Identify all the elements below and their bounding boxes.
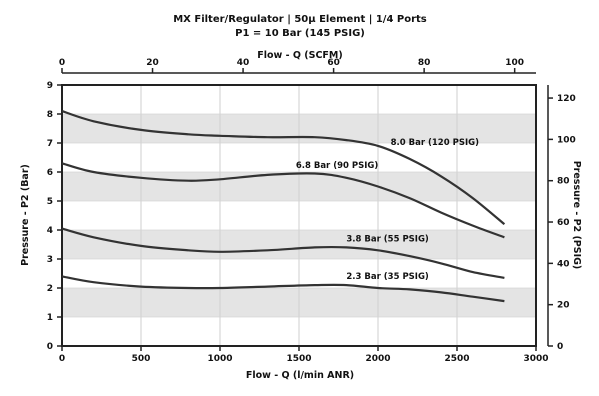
x-tick-label: 500 [132, 354, 151, 364]
y-tick-label: 0 [47, 342, 53, 352]
right-tick-label: 60 [557, 218, 570, 228]
top-tick-label: 20 [146, 58, 159, 68]
y-tick-label: 2 [47, 284, 53, 294]
chart-subtitle: P1 = 10 Bar (145 PSIG) [235, 28, 365, 39]
chart-title: MX Filter/Regulator | 50µ Element | 1/4 … [173, 14, 427, 25]
y-tick-label: 9 [47, 81, 53, 91]
y-axis-label: Pressure - P2 (Bar) [20, 164, 31, 266]
series-label: 6.8 Bar (90 PSIG) [296, 161, 379, 171]
x-axis-top-label: Flow - Q (SCFM) [257, 50, 342, 61]
series-line [61, 162, 505, 239]
x-tick-label: 1000 [207, 354, 232, 364]
y-tick-label: 8 [47, 110, 53, 120]
top-tick-label: 100 [505, 58, 524, 68]
y-axis-right-label: Pressure - P2 (PSIG) [571, 161, 582, 270]
top-tick-label: 80 [418, 58, 431, 68]
right-tick-label: 100 [557, 135, 576, 145]
right-tick-label: 80 [557, 177, 570, 187]
series-line [61, 227, 505, 279]
series-label: 8.0 Bar (120 PSIG) [391, 138, 479, 148]
y-tick-label: 4 [47, 226, 53, 236]
x-tick-label: 2500 [444, 354, 469, 364]
series-line [61, 110, 506, 226]
series-line [61, 275, 505, 303]
right-tick-label: 20 [557, 301, 570, 311]
y-tick-label: 5 [47, 197, 53, 207]
top-tick-label: 0 [59, 58, 65, 68]
x-tick-label: 0 [59, 354, 65, 364]
y-tick-label: 1 [47, 313, 53, 323]
x-axis-label: Flow - Q (l/min ANR) [246, 370, 354, 381]
top-tick-label: 60 [327, 58, 340, 68]
right-tick-label: 40 [557, 259, 570, 269]
right-tick-label: 120 [557, 94, 576, 104]
right-tick-label: 0 [557, 342, 563, 352]
y-tick-label: 3 [47, 255, 53, 265]
x-tick-label: 1500 [286, 354, 311, 364]
y-tick-label: 6 [47, 168, 53, 178]
x-tick-label: 2000 [365, 354, 390, 364]
x-tick-label: 3000 [523, 354, 548, 364]
series-label: 2.3 Bar (35 PSIG) [346, 272, 429, 282]
top-tick-label: 40 [237, 58, 250, 68]
y-tick-label: 7 [47, 139, 53, 149]
series-label: 3.8 Bar (55 PSIG) [346, 234, 429, 244]
